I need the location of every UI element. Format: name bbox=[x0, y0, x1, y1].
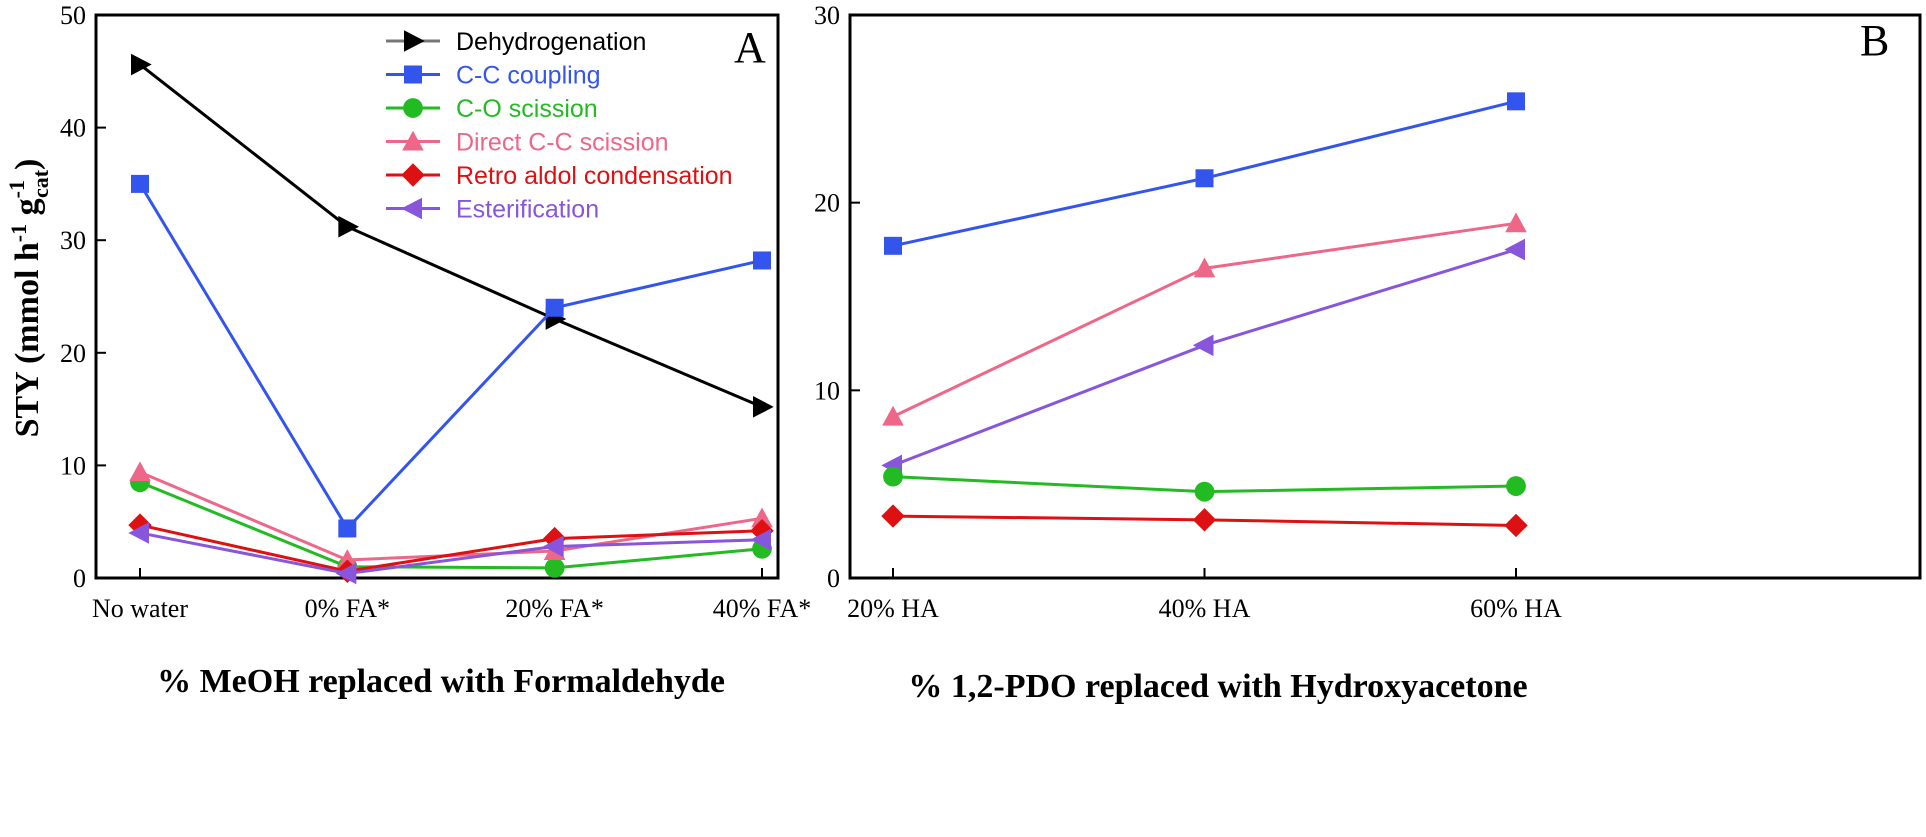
legend-label: C-C coupling bbox=[456, 62, 601, 90]
legend-swatch-marker bbox=[403, 98, 423, 118]
series-esterification bbox=[881, 238, 1525, 477]
panel-a-series bbox=[128, 53, 774, 585]
series-c-o-scission bbox=[883, 466, 1526, 502]
legend-swatch-marker bbox=[401, 197, 422, 220]
x-tick-label: No water bbox=[92, 594, 188, 623]
data-point-c-c-coupling bbox=[884, 236, 902, 255]
series-c-o-scission bbox=[130, 472, 772, 578]
y-tick-label: 10 bbox=[814, 376, 840, 405]
legend-item-direct-c-c-scission: Direct C-C scission bbox=[386, 129, 669, 157]
series-c-c-coupling bbox=[884, 92, 1525, 255]
legend-item-dehydrogenation: Dehydrogenation bbox=[386, 28, 646, 56]
legend-label: C-O scission bbox=[456, 95, 598, 123]
data-point-c-c-coupling bbox=[753, 251, 771, 270]
data-point-retro-aldol-condensation bbox=[1504, 513, 1528, 538]
panel-b-x-axis: 20% HA 40% HA 60% HA bbox=[847, 568, 1562, 623]
panel-b: 0 10 20 30 20% HA 40% HA 60% HA B % 1,2-PDO r… bbox=[814, 1, 1922, 705]
series-esterification bbox=[128, 522, 771, 585]
series-line-esterification bbox=[139, 531, 763, 576]
series-line-direct-c-c-scission bbox=[892, 221, 1517, 418]
legend-label: Esterification bbox=[456, 196, 599, 224]
x-tick-label: 60% HA bbox=[1470, 594, 1562, 623]
data-point-dehydrogenation bbox=[753, 396, 774, 418]
data-point-c-o-scission bbox=[1506, 476, 1526, 496]
series-line-dehydrogenation bbox=[139, 63, 763, 409]
data-point-esterification bbox=[542, 535, 564, 558]
legend-item-retro-aldol-condensation: Retro aldol condensation bbox=[386, 162, 733, 190]
data-point-c-o-scission bbox=[1194, 481, 1215, 502]
panel-b-y-axis: 0 10 20 30 bbox=[814, 1, 860, 593]
data-point-direct-c-c-scission bbox=[129, 461, 151, 482]
legend-swatch-marker bbox=[402, 130, 424, 151]
x-tick-label: 40% FA* bbox=[713, 594, 811, 623]
panel-a-frame bbox=[94, 13, 780, 580]
series-c-c-coupling bbox=[131, 174, 771, 538]
data-point-direct-c-c-scission bbox=[1193, 257, 1216, 278]
x-tick-label: 0% FA* bbox=[305, 594, 390, 623]
data-point-direct-c-c-scission bbox=[882, 405, 904, 426]
series-dehydrogenation bbox=[131, 53, 774, 418]
data-point-esterification bbox=[1192, 334, 1214, 357]
panel-a: 0 10 20 30 40 50 No water 0% FA* 20% FA* 40% FA*… bbox=[4, 1, 811, 700]
legend-swatch-marker bbox=[404, 65, 422, 84]
legend-label: Dehydrogenation bbox=[456, 28, 646, 56]
y-tick-label: 10 bbox=[60, 451, 86, 480]
legend-item-esterification: Esterification bbox=[386, 196, 599, 224]
data-point-c-c-coupling bbox=[131, 174, 149, 193]
panel-b-letter: B bbox=[1860, 16, 1889, 65]
y-tick-label: 30 bbox=[60, 226, 86, 255]
data-point-dehydrogenation bbox=[338, 215, 360, 238]
data-point-c-o-scission bbox=[883, 466, 903, 487]
panel-b-x-axis-title: % 1,2-PDO replaced with Hydroxyacetone bbox=[908, 668, 1527, 705]
data-point-c-c-coupling bbox=[1507, 92, 1525, 111]
legend-label: Retro aldol condensation bbox=[456, 162, 733, 190]
data-point-c-c-coupling bbox=[1195, 169, 1214, 188]
series-direct-c-c-scission bbox=[129, 461, 773, 569]
panel-a-y-axis: 0 10 20 30 40 50 bbox=[60, 1, 106, 593]
panel-a-x-axis: No water 0% FA* 20% FA* 40% FA* bbox=[92, 568, 811, 623]
data-point-direct-c-c-scission bbox=[1505, 212, 1527, 233]
y-tick-label: 20 bbox=[60, 339, 86, 368]
series-line-c-c-coupling bbox=[138, 183, 763, 531]
data-point-esterification bbox=[750, 528, 771, 551]
data-point-retro-aldol-condensation bbox=[1192, 508, 1217, 532]
panel-b-series bbox=[881, 92, 1528, 538]
series-line-esterification bbox=[892, 248, 1517, 467]
data-point-c-c-coupling bbox=[338, 519, 357, 538]
legend-swatch-marker bbox=[404, 30, 425, 52]
panel-a-x-axis-title: % MeOH replaced with Formaldehyde bbox=[157, 663, 725, 700]
panel-b-frame bbox=[848, 13, 1922, 580]
x-tick-label: 20% FA* bbox=[505, 594, 603, 623]
x-tick-label: 40% HA bbox=[1159, 594, 1251, 623]
series-line-c-o-scission bbox=[139, 480, 763, 570]
series-direct-c-c-scission bbox=[882, 212, 1527, 426]
panel-a-y-axis-title: STY (mmol h-1 g-1cat) bbox=[4, 159, 53, 438]
y-tick-label: 40 bbox=[60, 114, 86, 143]
y-tick-label: 0 bbox=[73, 564, 86, 593]
y-tick-label: 20 bbox=[814, 189, 840, 218]
legend-swatch-marker bbox=[401, 163, 425, 187]
data-point-dehydrogenation bbox=[131, 53, 152, 76]
panel-a-legend: Dehydrogenation C-C coupling C-O scission D… bbox=[386, 28, 733, 224]
y-tick-label: 50 bbox=[60, 1, 86, 30]
legend-label: Direct C-C scission bbox=[456, 129, 669, 157]
x-tick-label: 20% HA bbox=[847, 594, 939, 623]
series-line-retro-aldol-condensation bbox=[139, 523, 763, 573]
legend-item-c-o-scission: C-O scission bbox=[386, 95, 598, 123]
data-point-c-o-scission bbox=[544, 557, 565, 578]
series-retro-aldol-condensation bbox=[881, 504, 1528, 538]
data-point-direct-c-c-scission bbox=[751, 507, 773, 528]
data-point-retro-aldol-condensation bbox=[881, 504, 905, 528]
data-point-esterification bbox=[1504, 238, 1525, 261]
y-tick-label: 0 bbox=[827, 564, 840, 593]
data-point-direct-c-c-scission bbox=[336, 549, 359, 569]
data-point-c-c-coupling bbox=[545, 298, 564, 317]
panel-a-letter: A bbox=[734, 23, 766, 72]
data-point-esterification bbox=[335, 562, 357, 585]
y-tick-label: 30 bbox=[814, 1, 840, 30]
legend-item-c-c-coupling: C-C coupling bbox=[386, 62, 601, 90]
data-point-esterification bbox=[128, 522, 149, 544]
